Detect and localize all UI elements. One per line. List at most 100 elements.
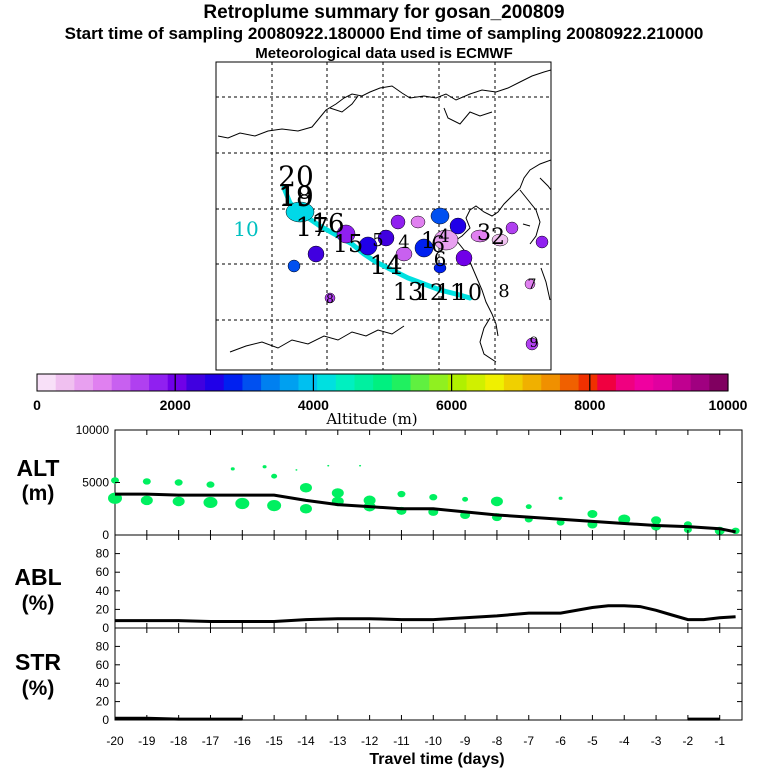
particle-cluster <box>395 246 413 262</box>
particle-cluster <box>358 236 378 256</box>
alt-particle-cluster <box>299 503 312 514</box>
y-tick-label: 0 <box>102 713 109 727</box>
particle-cluster <box>524 278 536 290</box>
alt-mean-line <box>115 492 736 534</box>
particle-cluster <box>324 292 336 304</box>
particle-clusters <box>285 201 549 351</box>
alt-ytick-labels: 10000 5000 0 <box>76 423 742 542</box>
colorbar-swatch <box>559 374 580 391</box>
particle-cluster <box>307 245 325 263</box>
alt-particle-cluster <box>206 481 215 488</box>
y-tick-label: 60 <box>96 658 110 672</box>
x-tick-label: -6 <box>555 734 566 748</box>
colorbar-swatch <box>466 374 486 391</box>
abl-ylabel: ABL <box>14 564 61 590</box>
y-tick-label: 80 <box>96 639 110 653</box>
abl-panel: 80 60 40 20 0 ABL (%) <box>14 534 743 635</box>
day-label: 20 <box>278 160 314 193</box>
colorbar-swatches <box>37 374 729 391</box>
colorbar-swatch <box>298 374 318 391</box>
alt-particle-cluster <box>525 504 532 510</box>
x-tick-label: -4 <box>619 734 630 748</box>
day-label: 4 <box>398 232 409 253</box>
colorbar-swatch <box>634 374 654 391</box>
colorbar-swatch <box>74 374 94 391</box>
str-ylabel: STR <box>15 649 61 675</box>
y-tick-label: 60 <box>96 565 110 579</box>
colorbar-swatch <box>597 374 617 391</box>
alt-particle-cluster <box>331 488 344 498</box>
day-label: 10 <box>233 217 258 241</box>
alt-particle-cluster <box>299 482 312 493</box>
colorbar-label: Altitude (m) <box>325 410 417 428</box>
y-tick-label: 40 <box>96 584 110 598</box>
alt-particle-cluster <box>490 496 503 507</box>
colorbar-swatch <box>167 374 188 391</box>
colorbar-swatch <box>242 374 262 391</box>
day-label: 18 <box>279 182 312 212</box>
colorbar-tick-label: 0 <box>33 397 41 413</box>
alt-particle-cluster <box>618 514 631 525</box>
x-tick-marks: -20 -19 -18 -17 -16 -15 -14 -13 -12 -11 -10 -9 -8 -7 -… <box>106 430 725 748</box>
colorbar-swatch <box>690 374 710 391</box>
alt-particle-cluster <box>172 496 185 507</box>
particle-cluster <box>336 224 356 244</box>
alt-particle-cluster <box>558 496 563 500</box>
alt-particle-cluster <box>267 500 282 512</box>
particle-cluster <box>287 259 301 273</box>
alt-particle-cluster <box>262 465 267 469</box>
particle-cluster <box>491 233 509 247</box>
alt-particle-cluster <box>271 473 278 479</box>
day-label: 16 <box>311 209 344 239</box>
colorbar-swatch <box>709 374 729 391</box>
y-tick-label: 40 <box>96 676 110 690</box>
day-label: 15 <box>333 230 364 258</box>
day-label: 6 <box>434 247 447 271</box>
y-tick-label: 5000 <box>82 476 109 490</box>
met-data-line: Meteorological data used is ECMWF <box>255 45 513 62</box>
alt-particle-cluster <box>587 510 598 518</box>
alt-particle-cluster <box>142 478 151 485</box>
colorbar-swatch <box>130 374 150 391</box>
day-label: 9 <box>530 335 539 351</box>
alt-particle-cluster <box>111 477 119 484</box>
x-tick-label: -8 <box>492 734 503 748</box>
particle-cluster <box>505 221 519 235</box>
altitude-colorbar: 0 2000 4000 6000 8000 10000 Altitude (m) <box>33 373 748 428</box>
str-axes <box>114 627 743 721</box>
colorbar-swatch <box>37 374 57 391</box>
colorbar-tick-label: 2000 <box>160 397 191 413</box>
colorbar-swatch <box>578 374 598 391</box>
particle-cluster <box>433 262 447 274</box>
x-tick-label: -18 <box>170 734 188 748</box>
colorbar-swatch <box>149 374 169 391</box>
alt-particle-cluster <box>363 495 376 506</box>
sampling-time-line: Start time of sampling 20080922.180000 E… <box>64 24 704 43</box>
y-tick-label: 0 <box>102 621 109 635</box>
abl-ytick-labels: 80 60 40 20 0 <box>96 547 742 635</box>
alt-ylabel-unit: (m) <box>22 482 55 505</box>
colorbar-swatch <box>93 374 113 391</box>
day-label: 19 <box>278 180 314 213</box>
particle-cluster <box>430 207 450 225</box>
day-label: 11 <box>436 281 464 306</box>
colorbar-swatch <box>261 374 281 391</box>
alt-particle-cluster <box>174 479 183 486</box>
colorbar-swatch <box>111 374 131 391</box>
x-tick-label: -9 <box>460 734 471 748</box>
colorbar-swatch <box>186 374 206 391</box>
colorbar-swatch <box>410 374 430 391</box>
colorbar-swatch <box>335 374 356 391</box>
colorbar-swatch <box>615 374 636 391</box>
alt-particle-cluster <box>651 516 662 525</box>
x-tick-label: -16 <box>234 734 252 748</box>
alt-particle-cluster <box>397 490 406 498</box>
str-line <box>115 716 243 721</box>
x-tick-label: -13 <box>329 734 347 748</box>
alt-particle-cluster <box>230 467 235 471</box>
x-axis-label: Travel time (days) <box>369 751 504 768</box>
day-label: 4 <box>438 226 449 247</box>
particle-cluster <box>449 217 467 235</box>
